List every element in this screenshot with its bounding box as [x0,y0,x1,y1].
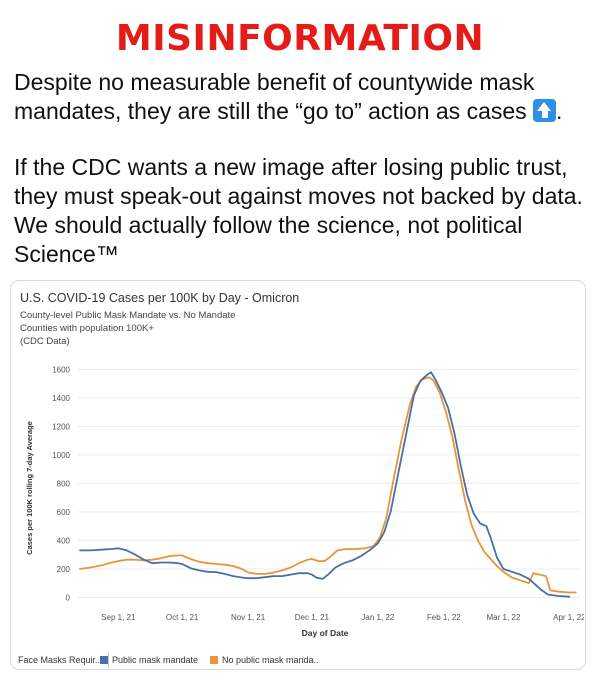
line-chart: U.S. COVID-19 Cases per 100K by Day - Om… [20,291,584,638]
chart-subtitle-line: Counties with population 100K+ [20,323,154,334]
x-tick-label: Oct 1, 21 [166,613,199,622]
paragraph-1-end: . [556,98,563,124]
legend-swatch-no-mandate [210,656,218,664]
x-tick-label: Feb 1, 22 [427,613,461,622]
up-arrow-icon [533,99,557,122]
legend-label-mandate: Public mask mandate [112,655,199,665]
chart-subtitle-line: County-level Public Mask Mandate vs. No … [20,310,235,321]
legend-label-no-mandate: No public mask manda.. [222,655,319,665]
x-tick-label: Mar 1, 22 [487,613,521,622]
x-tick-label: Apr 1, 22 [553,613,584,622]
post-paragraph-2: If the CDC wants a new image after losin… [14,154,583,267]
banner-title: MISINFORMATION [115,18,485,59]
chart-legend: Face Masks Requir.. Public mask mandate … [14,652,584,668]
x-tick-label: Dec 1, 21 [295,613,330,622]
x-tick-label: Jan 1, 22 [361,613,394,622]
y-tick-label: 800 [57,479,71,488]
post-paragraph-1: Despite no measurable benefit of countyw… [14,68,592,126]
chart-card [10,280,586,670]
chart-title: U.S. COVID-19 Cases per 100K by Day - Om… [20,291,299,305]
y-tick-label: 400 [57,536,71,545]
x-tick-label: Nov 1, 21 [231,613,266,622]
y-axis-label: Cases per 100K rolling 7-day Average [25,421,34,555]
legend-swatch-mandate [100,656,108,664]
y-tick-label: 600 [57,508,71,517]
chart-subtitle-line: (CDC Data) [20,336,70,347]
y-tick-label: 1000 [52,451,70,460]
paragraph-1-text: Despite no measurable benefit of countyw… [14,69,535,124]
y-tick-label: 1200 [52,422,70,431]
x-axis-label: Day of Date [302,628,349,638]
y-tick-label: 1400 [52,394,70,403]
legend-separator [108,652,109,668]
y-tick-label: 200 [57,565,71,574]
series-line-no-mandate [79,376,577,594]
legend-item-mandate[interactable]: Public mask mandate [100,655,198,665]
y-tick-label: 0 [66,593,71,602]
legend-title: Face Masks Requir.. [18,655,101,665]
series-line-mandate [79,371,571,598]
x-tick-label: Sep 1, 21 [101,613,136,622]
y-tick-label: 1600 [52,365,70,374]
legend-item-no-mandate[interactable]: No public mask manda.. [210,655,319,665]
